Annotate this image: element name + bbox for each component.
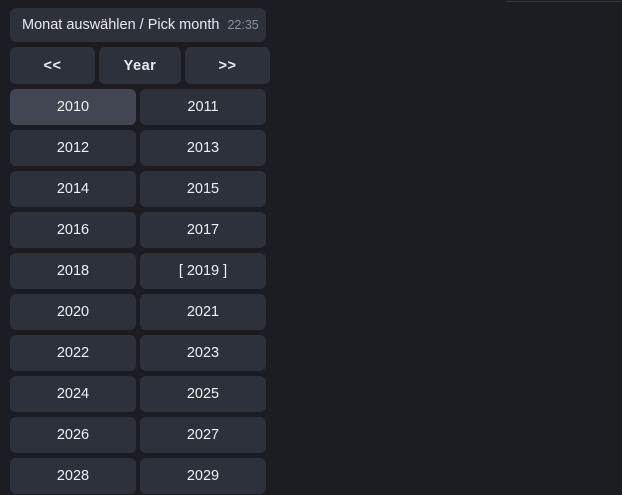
year-button[interactable]: 2018 bbox=[10, 253, 136, 289]
year-button[interactable]: 2013 bbox=[140, 130, 266, 166]
scope-toggle-button[interactable]: Year bbox=[99, 47, 181, 84]
year-grid: 2010 2011 2012 2013 2014 2015 2016 2017 2018[ 20… bbox=[10, 89, 266, 494]
year-button[interactable]: 2027 bbox=[140, 417, 266, 453]
next-range-button[interactable]: >> bbox=[185, 47, 270, 84]
year-button[interactable]: 2029 bbox=[140, 458, 266, 494]
top-hairline-divider bbox=[506, 1, 622, 2]
year-button[interactable]: 2010 bbox=[10, 89, 136, 125]
year-button[interactable]: [ 2019 ] bbox=[140, 253, 266, 289]
year-button[interactable]: 2022 bbox=[10, 335, 136, 371]
year-button[interactable]: 2011 bbox=[140, 89, 266, 125]
year-button[interactable]: 2026 bbox=[10, 417, 136, 453]
year-button[interactable]: 2014 bbox=[10, 171, 136, 207]
year-button[interactable]: 2016 bbox=[10, 212, 136, 248]
year-button[interactable]: 2021 bbox=[140, 294, 266, 330]
year-button[interactable]: 2025 bbox=[140, 376, 266, 412]
year-button[interactable]: 2017 bbox=[140, 212, 266, 248]
year-button[interactable]: 2024 bbox=[10, 376, 136, 412]
page-title: Monat auswählen / Pick month bbox=[22, 17, 220, 33]
year-button[interactable]: 2023 bbox=[140, 335, 266, 371]
year-button[interactable]: 2012 bbox=[10, 130, 136, 166]
month-picker-panel: Monat auswählen / Pick month 22:35 << Ye… bbox=[10, 8, 270, 494]
year-button[interactable]: 2028 bbox=[10, 458, 136, 494]
year-button[interactable]: 2020 bbox=[10, 294, 136, 330]
year-button[interactable]: 2015 bbox=[140, 171, 266, 207]
picker-nav-row: << Year >> bbox=[10, 47, 270, 84]
picker-header: Monat auswählen / Pick month 22:35 bbox=[10, 8, 266, 42]
previous-range-button[interactable]: << bbox=[10, 47, 95, 84]
clock-label: 22:35 bbox=[227, 18, 259, 32]
